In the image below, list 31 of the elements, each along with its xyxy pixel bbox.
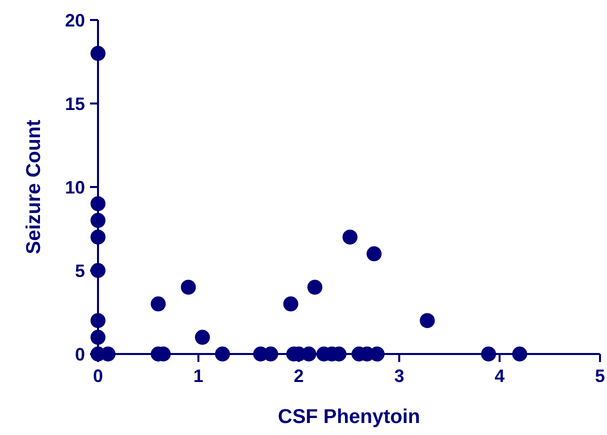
point	[194, 330, 210, 345]
point	[150, 296, 166, 312]
y-tick-label: 20	[64, 10, 85, 30]
point	[90, 46, 106, 61]
point	[90, 263, 106, 278]
point	[307, 280, 322, 295]
x-tick-label: 4	[494, 366, 505, 386]
y-tick-label: 5	[74, 260, 85, 281]
point	[90, 212, 106, 228]
x-tick-label: 2	[294, 366, 304, 386]
x-axis-title: CSF Phenytoin	[278, 406, 420, 428]
point	[180, 280, 196, 295]
point	[366, 246, 382, 262]
y-tick-label: 0	[74, 344, 85, 364]
point	[283, 296, 298, 312]
x-tick-label: 0	[92, 366, 104, 386]
point	[342, 230, 358, 245]
point	[90, 196, 106, 212]
x-tick-label: 3	[394, 366, 404, 386]
point	[90, 313, 106, 328]
x-tick-label: 5	[594, 366, 606, 386]
point	[481, 346, 496, 362]
point	[512, 346, 528, 362]
x-tick-label: 1	[193, 366, 204, 386]
y-tick-label: 15	[64, 94, 85, 114]
point	[90, 330, 106, 345]
point	[90, 230, 106, 245]
point	[214, 346, 230, 362]
y-tick-label: 10	[64, 177, 85, 198]
point	[420, 313, 435, 328]
y-axis-title: Seizure Count	[23, 119, 45, 254]
